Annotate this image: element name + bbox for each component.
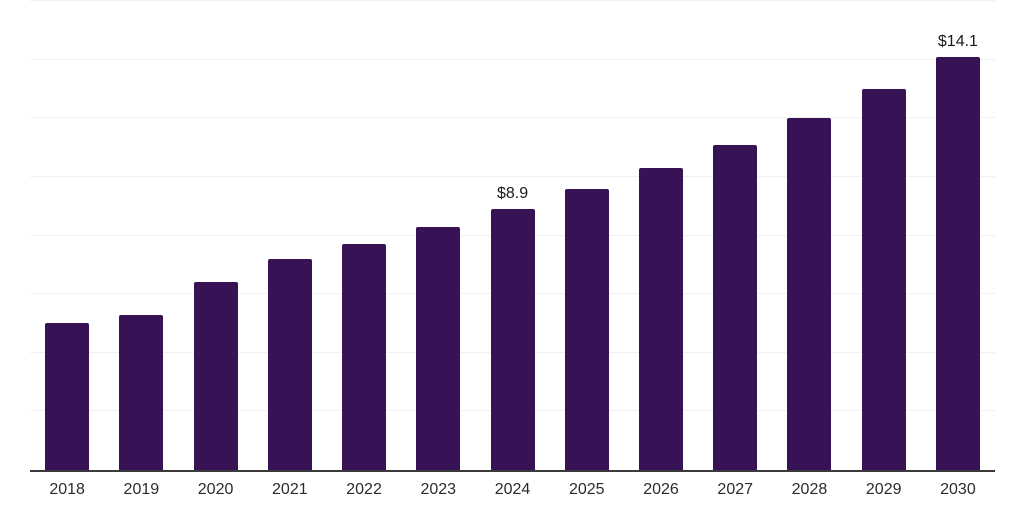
x-axis-tick-label: 2019 <box>123 481 160 498</box>
bar <box>416 226 461 470</box>
bar-group <box>178 0 252 470</box>
bar <box>935 56 980 470</box>
x-axis-tick-label: 2022 <box>346 481 382 498</box>
bar-group: $8.9 <box>475 0 549 470</box>
gridline <box>30 0 995 1</box>
plot-area: $8.9 $14.1 <box>30 0 995 472</box>
x-axis: 2018 2019 2020 2021 2022 2023 2024 2025 … <box>30 472 995 498</box>
bar <box>713 144 758 470</box>
bar <box>564 188 609 470</box>
bar <box>267 258 312 470</box>
bar-group <box>253 0 327 470</box>
x-axis-tick-label: 2020 <box>197 481 234 498</box>
bar-group <box>698 0 772 470</box>
bar <box>119 314 164 470</box>
x-axis-tick-label: 2028 <box>791 481 828 498</box>
x-axis-tick-label: 2024 <box>494 481 531 498</box>
x-axis-tick-label: 2026 <box>643 481 679 498</box>
gridline <box>30 58 995 60</box>
bar-group <box>772 0 846 470</box>
x-axis-tick-label: 2030 <box>940 481 976 498</box>
bar-value-label: $14.1 <box>937 32 978 50</box>
x-axis-tick-label: 2029 <box>865 481 902 498</box>
bar-group <box>847 0 921 470</box>
bar <box>861 88 906 470</box>
bar-value-label: $8.9 <box>496 185 529 203</box>
bar <box>193 282 238 470</box>
gridline <box>30 117 995 119</box>
bar-group <box>550 0 624 470</box>
bar-group <box>401 0 475 470</box>
bar <box>342 244 387 470</box>
bar-group <box>104 0 178 470</box>
bar <box>787 118 832 470</box>
bar-group <box>624 0 698 470</box>
x-axis-tick-label: 2025 <box>568 481 605 498</box>
bar-group <box>30 0 104 470</box>
bar-group: $14.1 <box>921 0 995 470</box>
x-axis-tick-label: 2018 <box>49 481 85 498</box>
x-axis-tick-label: 2021 <box>272 481 308 498</box>
gridline <box>30 175 995 177</box>
bar <box>45 323 90 470</box>
bars-row: $8.9 $14.1 <box>30 0 995 470</box>
bar-group <box>327 0 401 470</box>
x-axis-tick-label: 2027 <box>717 481 754 498</box>
bar <box>638 168 683 470</box>
x-axis-tick-label: 2023 <box>420 481 457 498</box>
bar <box>490 209 535 470</box>
